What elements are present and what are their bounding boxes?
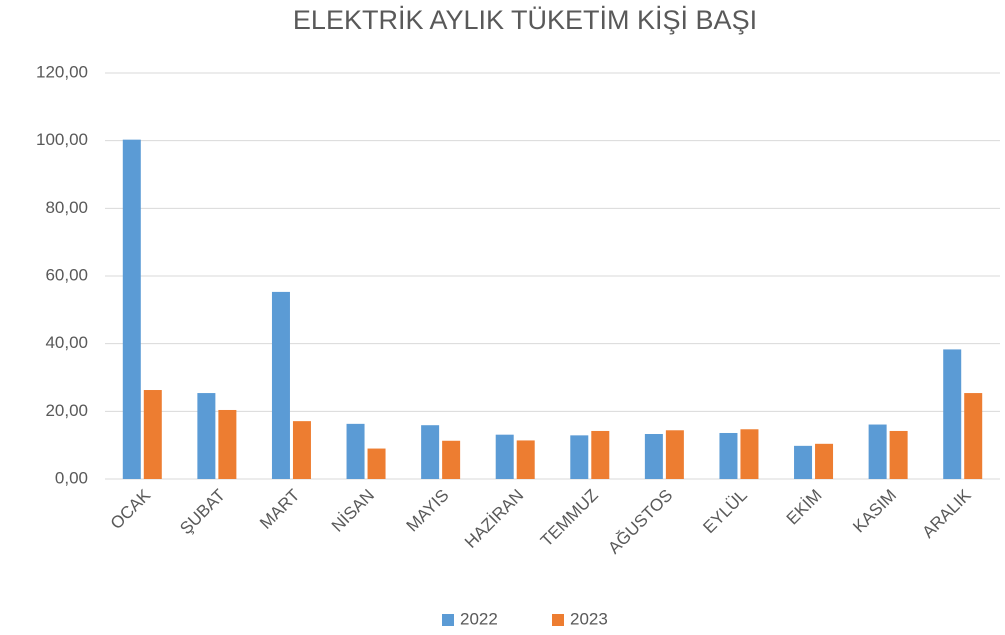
- bar: [665, 430, 684, 479]
- y-tick-label: 60,00: [45, 265, 88, 284]
- x-tick-label: NİSAN: [328, 486, 378, 536]
- bar: [740, 429, 759, 479]
- bar: [218, 409, 237, 479]
- bar: [292, 421, 311, 479]
- legend-label: 2022: [460, 609, 498, 628]
- x-tick-label: HAZİRAN: [461, 486, 527, 552]
- x-tick-label: MART: [256, 486, 303, 533]
- y-tick-label: 100,00: [36, 130, 88, 149]
- bar: [719, 432, 738, 479]
- bar: [570, 435, 589, 479]
- x-tick-label: ŞUBAT: [176, 486, 229, 539]
- x-tick-label: AĞUSTOS: [604, 486, 676, 558]
- y-tick-label: 0,00: [55, 468, 88, 487]
- bar: [591, 430, 610, 479]
- bar: [644, 434, 663, 479]
- bar: [495, 434, 514, 479]
- bar: [889, 430, 908, 479]
- y-tick-label: 20,00: [45, 401, 88, 420]
- legend-swatch: [442, 614, 454, 626]
- bar: [143, 390, 162, 479]
- bar: [346, 423, 365, 479]
- bar: [197, 393, 216, 479]
- bar: [516, 440, 535, 479]
- y-tick-label: 80,00: [45, 198, 88, 217]
- x-tick-label: KASIM: [849, 486, 900, 537]
- bar: [271, 291, 290, 479]
- x-tick-label: ARALIK: [919, 485, 976, 542]
- x-tick-label: EKİM: [783, 486, 826, 529]
- x-tick-label: MAYIS: [403, 486, 453, 536]
- bar: [367, 448, 386, 479]
- y-tick-label: 40,00: [45, 333, 88, 352]
- legend-swatch: [552, 614, 564, 626]
- x-tick-label: EYLÜL: [699, 486, 751, 538]
- bar: [122, 139, 141, 479]
- bar: [442, 440, 461, 479]
- x-tick-label: OCAK: [107, 485, 155, 533]
- x-tick-label: TEMMUZ: [537, 486, 602, 551]
- bar: [868, 424, 887, 479]
- bar: [794, 445, 813, 479]
- bar: [421, 425, 440, 479]
- bar: [943, 349, 962, 479]
- bar: [815, 443, 834, 479]
- y-tick-label: 120,00: [36, 62, 88, 81]
- legend-label: 2023: [570, 609, 608, 628]
- chart-title: ELEKTRİK AYLIK TÜKETİM KİŞİ BAŞI: [293, 4, 757, 35]
- bar: [964, 393, 983, 479]
